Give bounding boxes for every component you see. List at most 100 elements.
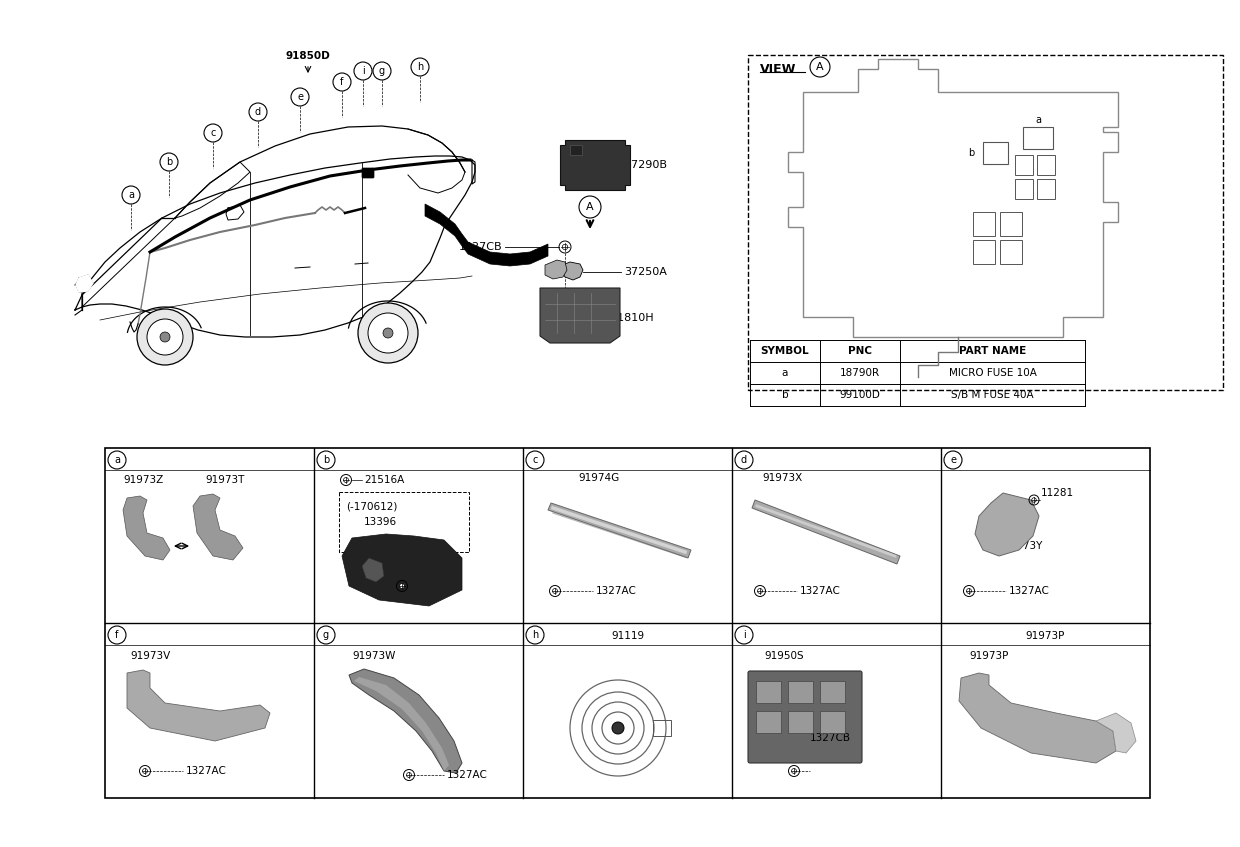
Text: 91974G: 91974G xyxy=(578,473,619,483)
Circle shape xyxy=(368,313,408,353)
Polygon shape xyxy=(126,670,270,741)
Text: 91850D: 91850D xyxy=(285,51,330,61)
Text: 99100D: 99100D xyxy=(839,390,880,400)
Circle shape xyxy=(613,722,624,734)
Bar xyxy=(973,240,994,264)
Text: f: f xyxy=(340,77,343,87)
Polygon shape xyxy=(539,288,620,343)
Polygon shape xyxy=(975,493,1039,556)
Text: 91973V: 91973V xyxy=(130,651,170,661)
Circle shape xyxy=(160,332,170,342)
Polygon shape xyxy=(546,260,567,279)
Text: a: a xyxy=(781,368,789,378)
Circle shape xyxy=(791,768,796,773)
Text: SYMBOL: SYMBOL xyxy=(760,346,810,356)
Text: d: d xyxy=(742,455,746,465)
Text: h: h xyxy=(417,62,423,72)
Text: c: c xyxy=(532,455,538,465)
Text: b: b xyxy=(322,455,329,465)
Polygon shape xyxy=(562,262,583,280)
Text: 37250A: 37250A xyxy=(624,267,667,277)
Bar xyxy=(756,681,781,703)
Text: b: b xyxy=(781,390,789,400)
Text: h: h xyxy=(532,630,538,640)
Bar xyxy=(1023,127,1053,149)
Bar xyxy=(999,212,1022,236)
Circle shape xyxy=(399,584,404,589)
Bar xyxy=(570,145,582,155)
Text: 1327CB: 1327CB xyxy=(459,242,502,252)
Circle shape xyxy=(562,244,568,250)
Bar xyxy=(820,711,844,733)
Circle shape xyxy=(343,478,348,483)
Text: 91973T: 91973T xyxy=(205,475,244,485)
Circle shape xyxy=(553,589,558,594)
Text: e: e xyxy=(950,455,956,465)
Polygon shape xyxy=(342,534,463,606)
Text: 1327AC: 1327AC xyxy=(800,586,841,596)
Polygon shape xyxy=(348,669,463,773)
Polygon shape xyxy=(123,496,170,560)
Text: PNC: PNC xyxy=(848,346,872,356)
Circle shape xyxy=(758,589,763,594)
Text: b: b xyxy=(166,157,172,167)
Text: 37290B: 37290B xyxy=(624,160,667,170)
Polygon shape xyxy=(560,140,630,190)
Text: 1327CB: 1327CB xyxy=(810,733,851,743)
Text: 91119: 91119 xyxy=(611,631,644,641)
Bar xyxy=(1016,179,1033,199)
Polygon shape xyxy=(76,275,93,292)
FancyBboxPatch shape xyxy=(748,55,1223,390)
Polygon shape xyxy=(959,673,1116,763)
Bar xyxy=(756,711,781,733)
Text: 91950S: 91950S xyxy=(764,651,804,661)
Text: g: g xyxy=(322,630,329,640)
Text: c: c xyxy=(211,128,216,138)
Polygon shape xyxy=(548,503,691,558)
Text: i: i xyxy=(362,66,365,76)
FancyBboxPatch shape xyxy=(748,671,862,763)
Circle shape xyxy=(1032,498,1037,502)
Text: 21516A: 21516A xyxy=(365,475,404,485)
Circle shape xyxy=(136,309,193,365)
Circle shape xyxy=(148,319,184,355)
Bar xyxy=(983,142,1008,164)
Text: f: f xyxy=(115,630,119,640)
Bar xyxy=(973,212,994,236)
Text: g: g xyxy=(379,66,386,76)
Polygon shape xyxy=(751,500,900,564)
Bar xyxy=(1037,155,1055,175)
Text: 91973Y: 91973Y xyxy=(1003,541,1043,551)
Bar xyxy=(105,448,1149,798)
Text: e: e xyxy=(298,92,303,102)
Bar xyxy=(820,681,844,703)
Text: 11281: 11281 xyxy=(1042,488,1074,498)
Text: 91973X: 91973X xyxy=(763,473,802,483)
Text: A: A xyxy=(587,202,594,212)
Polygon shape xyxy=(353,677,449,771)
Bar xyxy=(653,720,671,736)
Text: b: b xyxy=(968,148,975,158)
Polygon shape xyxy=(362,558,384,582)
Text: 18790R: 18790R xyxy=(839,368,880,378)
Text: d: d xyxy=(255,107,262,117)
Text: 1327AC: 1327AC xyxy=(446,770,487,780)
Text: 91973P: 91973P xyxy=(1025,631,1065,641)
Polygon shape xyxy=(193,494,243,560)
Circle shape xyxy=(143,768,148,773)
Text: a: a xyxy=(114,455,120,465)
Text: 91973P: 91973P xyxy=(968,651,1008,661)
Text: MICRO FUSE 10A: MICRO FUSE 10A xyxy=(949,368,1037,378)
Text: a: a xyxy=(1035,115,1042,125)
Text: 13396: 13396 xyxy=(365,517,397,527)
Text: i: i xyxy=(743,630,745,640)
Circle shape xyxy=(407,772,412,778)
Text: 1327AC: 1327AC xyxy=(596,586,637,596)
Text: a: a xyxy=(128,190,134,200)
Bar xyxy=(999,240,1022,264)
Circle shape xyxy=(966,589,971,594)
Text: 91973Z: 91973Z xyxy=(123,475,164,485)
FancyBboxPatch shape xyxy=(362,168,374,178)
Text: 91810H: 91810H xyxy=(610,313,653,323)
Text: VIEW: VIEW xyxy=(760,63,796,75)
